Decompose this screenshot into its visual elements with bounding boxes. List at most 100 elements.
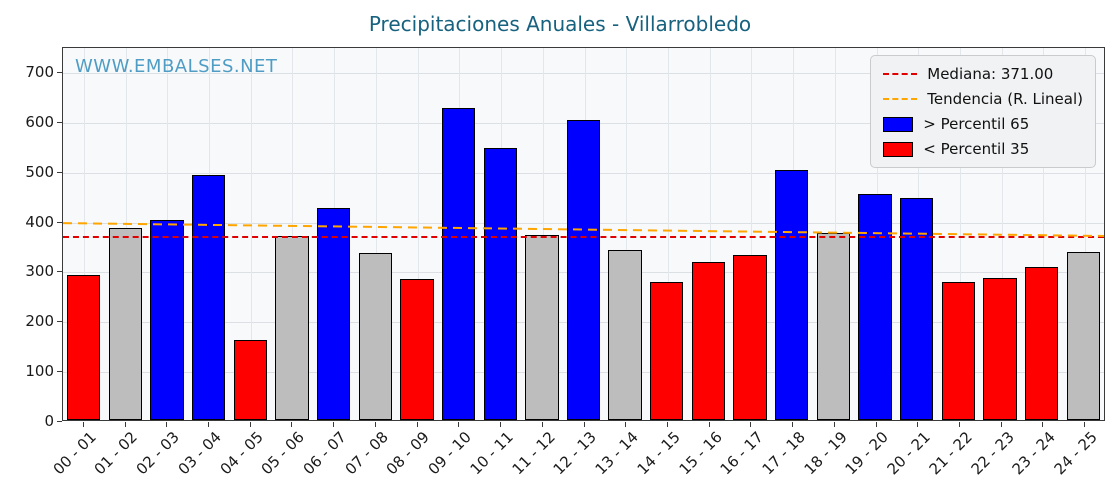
bar-slot [521, 48, 563, 420]
x-tick-label: 02 - 03 [132, 428, 184, 479]
bar-slot [1021, 48, 1063, 420]
y-tick-mark [57, 321, 62, 323]
x-tick-mark [666, 422, 668, 427]
bar-slot [188, 48, 230, 420]
legend-dashed-line-swatch [883, 73, 918, 75]
bar-slot [396, 48, 438, 420]
bar [400, 278, 434, 420]
x-tick-label: 05 - 06 [257, 428, 309, 479]
bar-slot [146, 48, 188, 420]
x-tick-label: 04 - 05 [216, 428, 267, 479]
x-tick-label: 11 - 12 [508, 428, 559, 479]
bar-slot [230, 48, 272, 420]
x-tick-label: 16 - 17 [716, 428, 768, 479]
y-tick-mark [57, 121, 62, 123]
bar-slot [813, 48, 855, 420]
bar [275, 236, 309, 420]
y-tick-label: 500 [25, 162, 54, 181]
x-tick-label: 17 - 18 [758, 428, 809, 479]
x-tick-mark [792, 422, 794, 427]
bar-slot [479, 48, 521, 420]
x-tick-label: 24 - 25 [1050, 428, 1101, 479]
bar [233, 339, 268, 420]
x-tick-label: 22 - 23 [967, 428, 1018, 479]
y-tick-label: 600 [25, 112, 54, 131]
bar-slot [63, 48, 105, 420]
x-tick-mark [458, 422, 460, 427]
y-tick-label: 400 [25, 212, 54, 231]
x-tick-label: 10 - 11 [466, 428, 517, 479]
bar-slot [979, 48, 1021, 420]
bar [858, 194, 892, 420]
bar [1066, 252, 1100, 420]
bar [816, 233, 850, 420]
bar [650, 281, 684, 420]
legend-item: Mediana: 371.00 [883, 65, 1083, 83]
x-tick-label: 08 - 09 [383, 428, 434, 479]
legend-item: > Percentil 65 [883, 115, 1083, 133]
bar-slot [937, 48, 979, 420]
bar [733, 254, 767, 420]
x-tick-mark [958, 422, 960, 427]
bar-slot [354, 48, 396, 420]
bar [566, 120, 601, 420]
x-tick-mark [166, 422, 168, 427]
legend-label: < Percentil 35 [923, 140, 1030, 158]
x-tick-label: 19 - 20 [841, 428, 893, 479]
h-gridline [63, 72, 1104, 74]
y-tick-label: 700 [25, 62, 54, 81]
bar-slot [271, 48, 313, 420]
x-tick-mark [750, 422, 752, 427]
legend: Mediana: 371.00 Tendencia (R. Lineal) > Pe… [870, 55, 1096, 168]
x-tick-mark [583, 422, 585, 427]
chart-title: Precipitaciones Anuales - Villarrobledo [368, 12, 752, 36]
x-tick-label: 20 - 21 [883, 428, 934, 479]
x-tick-mark [625, 422, 627, 427]
legend-item: Tendencia (R. Lineal) [883, 90, 1083, 108]
x-tick-label: 03 - 04 [174, 428, 225, 479]
x-tick-mark [124, 422, 126, 427]
x-tick-label: 01 - 02 [91, 428, 142, 479]
bar [150, 220, 184, 420]
y-tick-label: 0 [44, 412, 54, 430]
bar-slot [563, 48, 605, 420]
bar-slot [604, 48, 646, 420]
x-tick-label: 06 - 07 [299, 428, 350, 479]
y-tick-mark [57, 271, 62, 273]
bar-slot [1062, 48, 1104, 420]
x-tick-label: 18 - 19 [800, 428, 851, 479]
legend-label: Tendencia (R. Lineal) [927, 90, 1083, 108]
x-tick-label: 09 - 10 [424, 428, 476, 479]
x-tick-mark [708, 422, 710, 427]
x-tick-label: 00 - 01 [49, 428, 100, 479]
x-tick-label: 13 - 14 [591, 428, 642, 479]
bar [899, 198, 934, 420]
bar-slot [646, 48, 688, 420]
bar [67, 275, 101, 420]
x-tick-label: 23 - 24 [1008, 428, 1060, 479]
x-tick-label: 21 - 22 [925, 428, 976, 479]
x-tick-label: 12 - 13 [549, 428, 601, 479]
watermark: WWW.EMBALSES.NET [75, 56, 278, 77]
x-tick-mark [833, 422, 835, 427]
bar-slot [771, 48, 813, 420]
bar [192, 174, 226, 420]
x-tick-mark [1042, 422, 1044, 427]
y-tick-label: 200 [25, 312, 54, 331]
legend-patch-swatch [883, 141, 914, 157]
bar [317, 207, 351, 420]
y-tick-mark [57, 71, 62, 73]
y-tick-mark [57, 421, 62, 422]
y-tick-mark [57, 371, 62, 373]
x-tick-mark [1000, 422, 1002, 427]
bar [691, 262, 726, 420]
bar [525, 234, 559, 420]
bar-slot [688, 48, 730, 420]
x-tick-mark [333, 422, 335, 427]
legend-label: > Percentil 65 [923, 115, 1030, 133]
y-tick-label: 100 [25, 362, 54, 381]
x-tick-mark [416, 422, 418, 427]
bar [483, 147, 517, 420]
legend-dashed-line-swatch [883, 98, 918, 100]
